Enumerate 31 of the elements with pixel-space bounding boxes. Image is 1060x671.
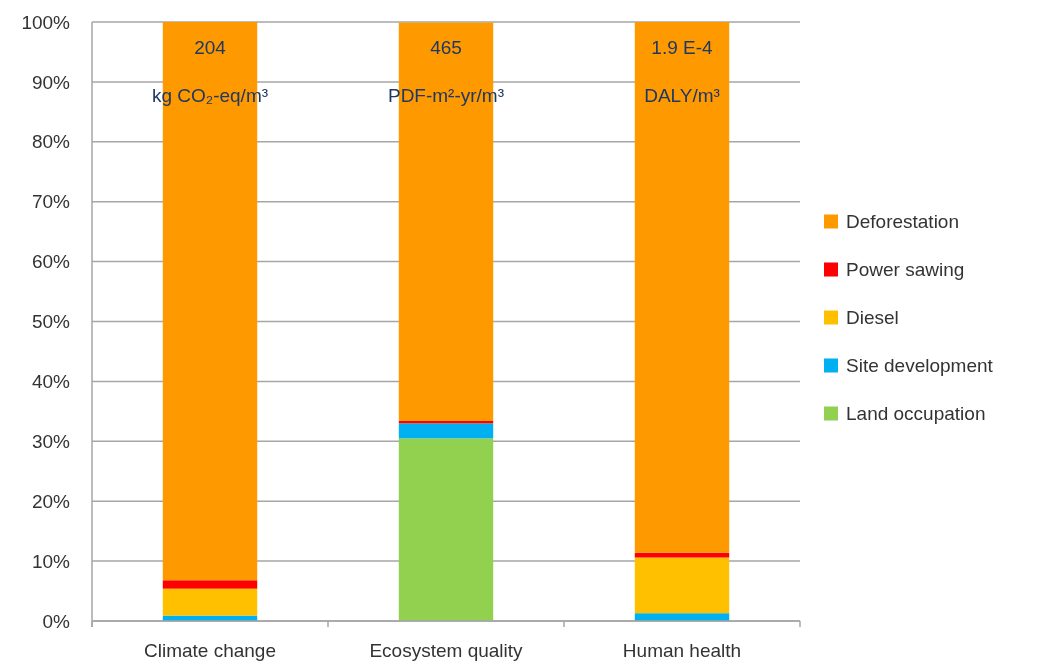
bar [634, 552, 730, 558]
y-tick-label: 40% [31, 371, 71, 393]
bar [162, 588, 258, 616]
annotation: 204 [194, 36, 227, 58]
x-tick-label: Climate change [143, 640, 277, 661]
y-tick-label: 50% [31, 311, 71, 333]
bar [634, 613, 730, 621]
bar [634, 557, 730, 614]
bar [634, 22, 730, 553]
annotation: DALY/m³ [644, 84, 720, 106]
y-tick-label: 60% [31, 251, 71, 273]
y-tick-label: 20% [31, 490, 71, 512]
y-tick-label: 70% [31, 191, 71, 213]
y-tick-label: 100% [21, 11, 71, 33]
legend-label: Power sawing [846, 259, 965, 281]
bar [162, 580, 258, 589]
legend-label: Land occupation [846, 403, 986, 425]
y-tick-label: 30% [31, 430, 71, 452]
bar [398, 438, 494, 621]
y-tick-label: 80% [31, 131, 71, 153]
x-tick-label: Ecosystem quality [369, 640, 524, 661]
y-tick-label: 90% [31, 71, 71, 93]
bar [398, 423, 494, 439]
y-tick-label: 0% [42, 610, 71, 632]
legend-label: Site development [846, 355, 994, 377]
legend-label: Diesel [846, 307, 899, 329]
x-tick-label: Human health [622, 640, 742, 661]
annotation: 465 [430, 36, 462, 58]
y-tick-label: 10% [31, 550, 71, 572]
annotation: 1.9 E-4 [651, 36, 714, 58]
legend-label: Deforestation [846, 211, 960, 233]
